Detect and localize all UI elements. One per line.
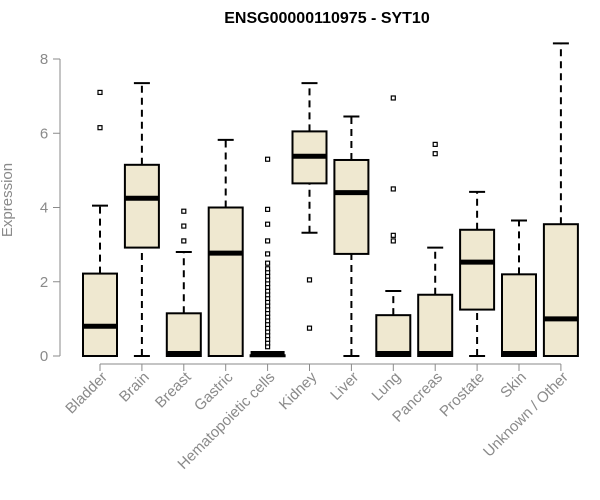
box-iqr (417, 293, 454, 357)
box-iqr (82, 272, 118, 357)
chart-title: ENSG00000110975 - SYT10 (224, 10, 430, 27)
outlier-point (390, 186, 396, 192)
box-brain (123, 82, 160, 357)
x-tick-label: Prostate (436, 369, 488, 421)
x-tick-label: Liver (327, 369, 362, 404)
outlier-point (265, 156, 271, 162)
y-tick-label: 6 (40, 125, 48, 142)
outlier-point (390, 232, 396, 238)
box-iqr (501, 273, 537, 358)
y-tick-label: 4 (40, 200, 48, 217)
outlier-point (265, 260, 271, 266)
outlier-point (306, 277, 313, 283)
box-iqr (207, 206, 244, 357)
y-tick-label: 8 (40, 51, 48, 68)
outlier-point (181, 208, 187, 214)
box-iqr (459, 228, 496, 311)
y-tick-label: 0 (40, 348, 48, 365)
box-liver (333, 115, 370, 357)
outlier-point (390, 95, 396, 101)
y-axis-label: Expression (0, 163, 16, 237)
box-gastric (207, 138, 244, 357)
outlier-point (181, 238, 187, 244)
box-skin (501, 219, 537, 358)
x-tick-label: Bladder (62, 369, 111, 418)
y-tick-label: 2 (40, 274, 48, 291)
x-tick-label: Breast (152, 368, 195, 411)
outlier-point (265, 266, 271, 272)
outlier-point (265, 251, 271, 257)
x-tick-label: Skin (497, 369, 530, 402)
outlier-point (432, 151, 438, 157)
y-axis: 0 2 4 6 8 (40, 51, 61, 365)
box-pancreas (417, 141, 454, 357)
x-tick-label: Lung (369, 369, 405, 405)
box-unknown-other (542, 42, 579, 357)
box-bladder (82, 89, 118, 357)
box-iqr (123, 163, 160, 249)
box-lung (375, 95, 412, 358)
box-prostate (459, 190, 496, 357)
x-tick-label: Kidney (276, 368, 321, 413)
outlier-point (181, 223, 187, 229)
outlier-point (390, 238, 396, 244)
outlier-point (97, 89, 103, 96)
box-iqr (542, 223, 579, 357)
outlier-point (432, 141, 438, 147)
box-kidney (291, 82, 328, 331)
outlier-point (265, 221, 271, 227)
outlier-point (265, 206, 271, 212)
outlier-point (265, 238, 271, 244)
box-series (82, 42, 579, 358)
outlier-point (97, 125, 103, 131)
x-tick-label: Brain (116, 369, 153, 406)
box-iqr (165, 312, 202, 357)
box-breast (165, 208, 202, 357)
box-hematopoietic-cells (249, 156, 286, 358)
box-iqr (375, 314, 412, 358)
box-iqr (333, 158, 370, 255)
outlier-point (306, 325, 313, 331)
